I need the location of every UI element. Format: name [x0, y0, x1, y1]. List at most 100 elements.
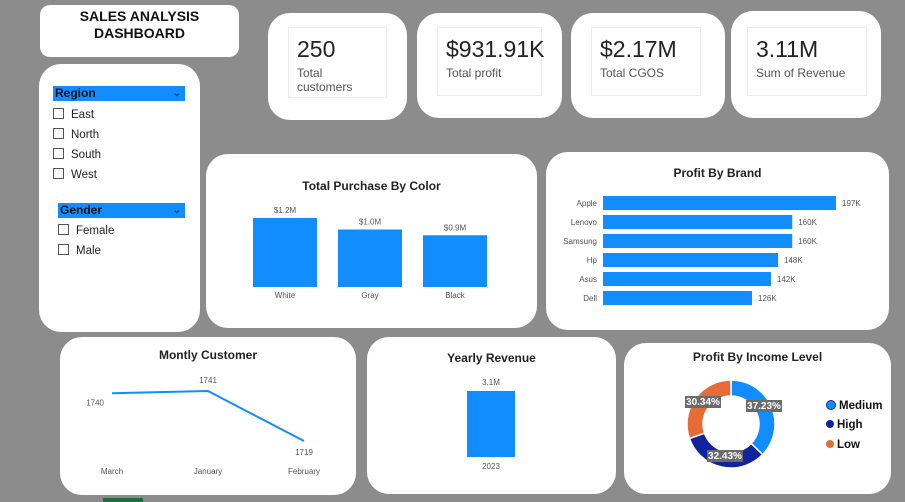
slicer-item-label: West [71, 169, 97, 181]
legend-item-low[interactable]: Low [826, 439, 860, 451]
data-label: $0.9M [444, 223, 467, 232]
slicer-item-female[interactable]: Female [58, 224, 114, 238]
kpi-inner: 250 Total customers [288, 27, 387, 98]
region-slicer-header[interactable]: Region ⌄ [53, 86, 185, 101]
chevron-down-icon[interactable]: ⌄ [172, 88, 181, 99]
data-label: $1.0M [359, 218, 382, 227]
tick-label: 2023 [482, 462, 500, 471]
yearly-revenue-chart: 3.1M 2023 [467, 378, 515, 471]
data-label: 148K [784, 256, 803, 265]
gender-slicer-header[interactable]: Gender ⌄ [58, 203, 185, 218]
data-label: 1719 [295, 448, 313, 457]
slicer-item-male[interactable]: Male [58, 244, 101, 258]
bar [253, 218, 317, 287]
checkbox[interactable] [53, 148, 64, 160]
legend-dot [826, 399, 836, 410]
tick-label: Black [445, 291, 466, 300]
legend-item-medium[interactable]: Medium [826, 399, 883, 412]
chart-title: Total Purchase By Color [302, 179, 441, 193]
profit-by-brand-card: Profit By Brand Apple 197K Lenovo 160K Samsu… [546, 152, 889, 330]
bar [603, 272, 771, 286]
slicer-card: Region ⌄ East North South West Gender ⌄ … [39, 64, 200, 332]
data-label: 160K [798, 218, 817, 227]
gender-slicer-title: Gender [60, 203, 103, 217]
bar [603, 253, 779, 267]
slicer-item-label: Male [76, 245, 101, 257]
chevron-down-icon[interactable]: ⌄ [172, 205, 181, 216]
kpi-card-total-customers: 250 Total customers [268, 13, 407, 120]
kpi-label: Total customers [297, 66, 353, 94]
legend-item-high[interactable]: High [826, 419, 863, 431]
tick-label: Hp [587, 256, 598, 265]
slicer-item-label: North [71, 129, 100, 141]
slicer-item-south[interactable]: South [53, 148, 101, 162]
bar [423, 235, 487, 287]
legend-label: High [837, 419, 863, 431]
tick-label: Apple [577, 199, 598, 208]
checkbox[interactable] [58, 244, 69, 256]
monthly-customer-chart: 1740 March 1741 January 1719 February [86, 376, 320, 476]
legend-dot [826, 419, 834, 428]
tick-label: Lenovo [571, 218, 598, 227]
slicer-item-label: Female [76, 225, 115, 237]
chart-title: Montly Customer [158, 348, 257, 362]
profit-by-income-chart: 37.23% 32.43% 30.34% [685, 379, 782, 469]
slicer-item-east[interactable]: East [53, 108, 94, 122]
data-label: $1.2M [274, 206, 297, 215]
tick-label: Dell [583, 294, 597, 303]
bar [603, 291, 753, 305]
data-label: 126K [758, 294, 777, 303]
chart-title: Yearly Revenue [447, 351, 536, 365]
data-label: 30.34% [686, 397, 720, 408]
dashboard-title-card: SALES ANALYSIS DASHBOARD [40, 5, 239, 57]
slicer-item-label: East [71, 109, 95, 121]
data-label: 142K [777, 275, 796, 284]
series-line [111, 389, 305, 442]
legend-label: Low [837, 439, 860, 451]
purchase-by-color-chart: $1.2M White $1.0M Gray $0.9M Black [253, 206, 487, 300]
data-label: 32.43% [708, 451, 742, 462]
bar [338, 229, 402, 287]
profit-by-brand-chart: Apple 197K Lenovo 160K Samsung 160K Hp 148K Asus… [563, 196, 861, 305]
kpi-card-total-cgos: $2.17M Total CGOS [571, 13, 725, 118]
data-label: 3.1M [482, 378, 500, 387]
region-slicer-title: Region [55, 86, 96, 100]
tick-label: March [101, 467, 123, 476]
kpi-card-total-profit: $931.91K Total profit [417, 13, 562, 118]
kpi-label: Sum of Revenue [756, 66, 846, 80]
purchase-by-color-card: Total Purchase By Color $1.2M White $1.0M G… [206, 154, 537, 328]
legend-dot [826, 439, 834, 448]
legend-label: Medium [839, 400, 883, 412]
checkbox[interactable] [53, 128, 64, 140]
dashboard-title-line1: SALES ANALYSIS [79, 8, 200, 24]
slicer-item-north[interactable]: North [53, 128, 99, 142]
data-label: 160K [798, 237, 817, 246]
monthly-customer-card: Montly Customer 1740 March 1741 January 1719… [60, 337, 356, 495]
kpi-value: $2.17M [600, 36, 677, 62]
bar [603, 215, 793, 229]
kpi-value: $931.91K [446, 36, 545, 62]
kpi-value: 3.11M [756, 36, 819, 62]
slicer-item-west[interactable]: West [53, 168, 97, 182]
checkbox[interactable] [58, 224, 69, 236]
kpi-inner: 3.11M Sum of Revenue [747, 27, 867, 96]
data-label-bg [746, 400, 782, 412]
checkbox[interactable] [53, 168, 64, 180]
tick-label: Samsung [563, 237, 597, 246]
kpi-label: Total profit [446, 66, 502, 80]
pie-slice [730, 379, 776, 456]
checkbox[interactable] [53, 108, 64, 120]
slicer-item-label: South [71, 149, 102, 161]
kpi-inner: $2.17M Total CGOS [591, 27, 701, 96]
bar [467, 391, 515, 457]
yearly-revenue-card: Yearly Revenue 3.1M 2023 [367, 337, 616, 494]
chart-title: Profit By Income Level [692, 350, 823, 364]
profit-by-income-card: Profit By Income Level 37.23% 32.43% 30.34… [624, 343, 891, 494]
taskbar-app-indicator [103, 498, 143, 502]
dashboard-title-line2: DASHBOARD [94, 25, 185, 41]
tick-label: February [288, 467, 320, 476]
bar [603, 196, 836, 210]
data-label: 1741 [199, 376, 217, 385]
kpi-card-sum-of-revenue: 3.11M Sum of Revenue [731, 11, 881, 118]
tick-label: Gray [361, 291, 378, 300]
